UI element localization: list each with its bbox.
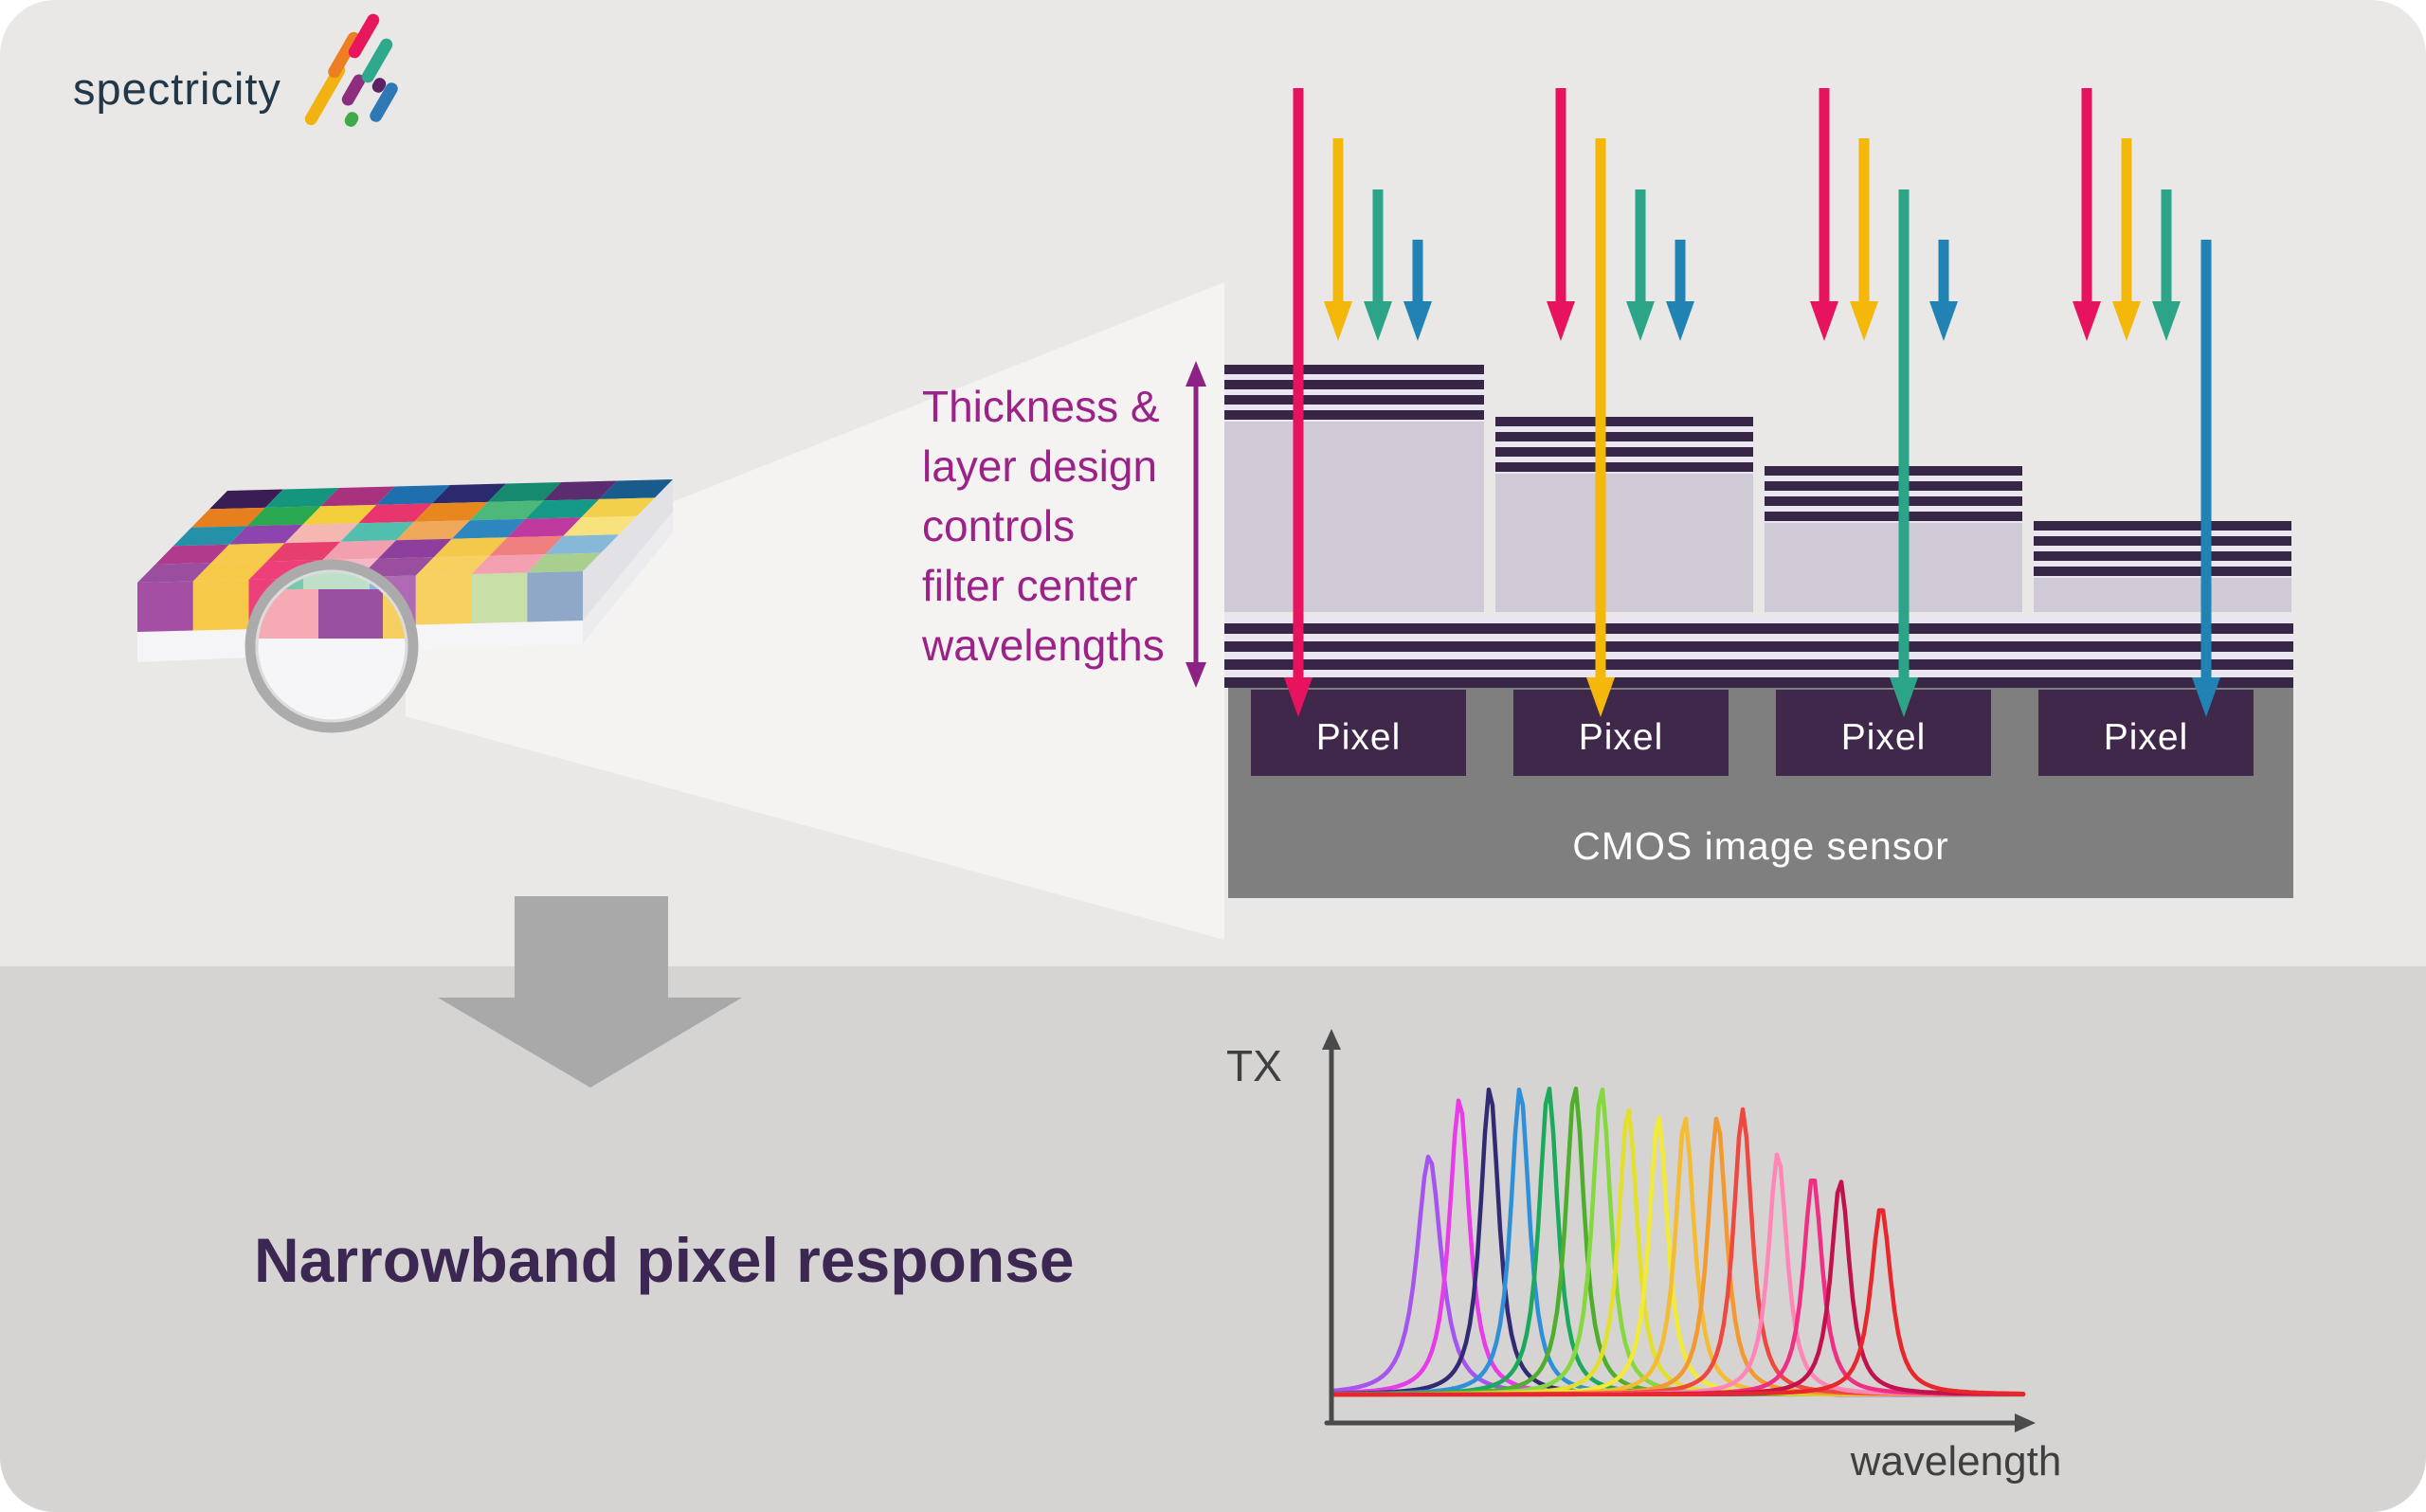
- mesa-cavity-body: [1495, 474, 1753, 612]
- mesa-mirror-cap: [1765, 466, 2022, 523]
- mesa-mirror-cap: [1495, 417, 1753, 474]
- logo-text: spectricity: [73, 63, 281, 114]
- headline: Narrowband pixel response: [254, 1225, 1075, 1295]
- pixel-label: Pixel: [1840, 716, 1927, 758]
- thickness-callout-line: wavelengths: [922, 621, 1165, 670]
- mesa-cavity-body: [1765, 523, 2022, 612]
- pixel-box: Pixel: [2038, 690, 2254, 776]
- thickness-callout-line: Thickness &: [922, 382, 1160, 431]
- thickness-callout-line: filter center: [922, 561, 1138, 610]
- pixel-label: Pixel: [2103, 716, 2189, 758]
- thickness-callout-text: Thickness & layer design controls filter ce…: [922, 377, 1206, 675]
- mesa-mirror-cap: [1224, 365, 1484, 422]
- y-axis-label: TX: [1226, 1041, 1282, 1090]
- pixel-box: Pixel: [1513, 690, 1729, 776]
- mesa-cavity-body: [2034, 578, 2291, 612]
- pixel-box: Pixel: [1251, 690, 1466, 776]
- pixel-label: Pixel: [1578, 716, 1664, 758]
- pixel-label: Pixel: [1315, 716, 1402, 758]
- pixel-box: Pixel: [1776, 690, 1991, 776]
- cmos-label: CMOS image sensor: [1572, 824, 1949, 868]
- bottom-mirror-layers: [1224, 616, 2293, 688]
- x-axis-label: wavelength: [1850, 1438, 2062, 1485]
- mesa-mirror-cap: [2034, 521, 2291, 578]
- mesa-cavity-body: [1224, 422, 1484, 612]
- thickness-callout-line: layer design: [922, 441, 1158, 491]
- thickness-callout-line: controls: [922, 501, 1076, 550]
